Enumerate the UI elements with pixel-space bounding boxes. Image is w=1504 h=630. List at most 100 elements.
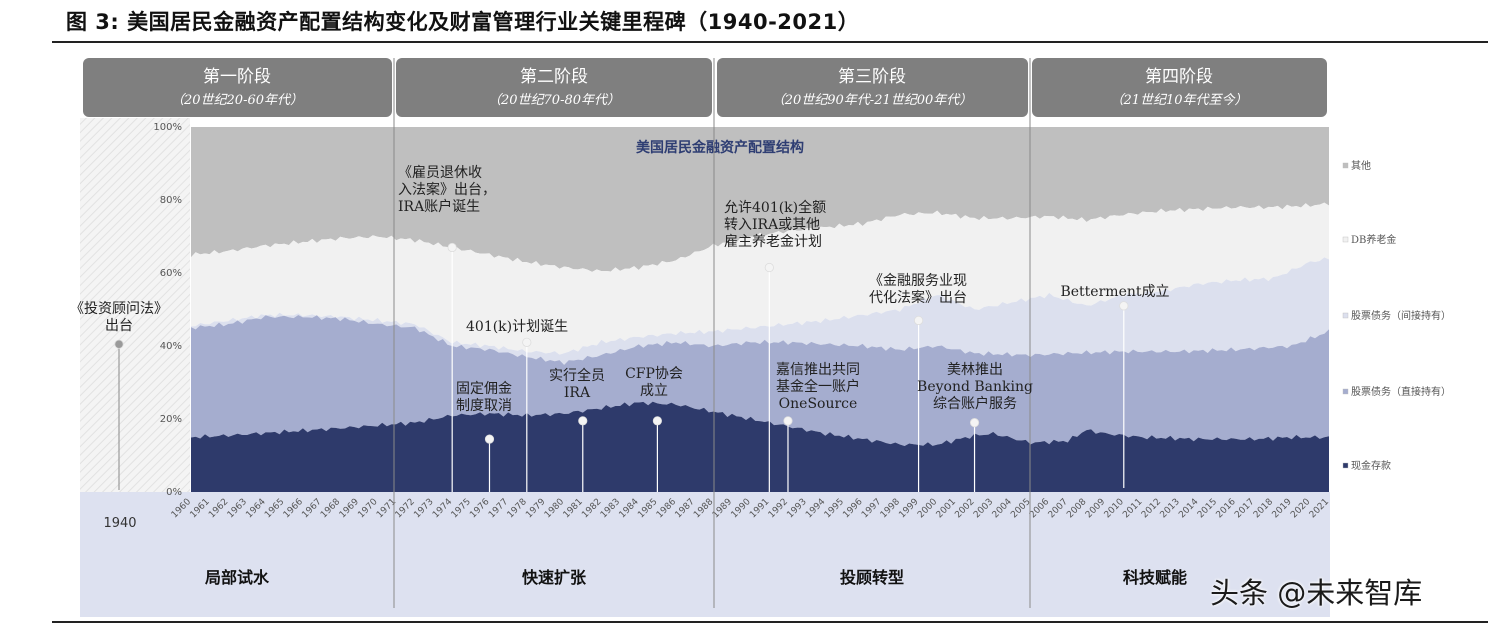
stage-1-title: 第一阶段 (203, 67, 271, 87)
chart-title: 美国居民金融资产配置结构 (636, 139, 804, 156)
annotation-dot (522, 337, 532, 347)
top-rule (52, 41, 1488, 43)
y-tick-label: 80% (160, 195, 182, 206)
legend-label: 其他 (1351, 159, 1371, 172)
annotation-text-line: 允许401(k)全额 (724, 199, 826, 216)
phase-4-label: 科技赋能 (1123, 568, 1187, 587)
y-tick-label: 100% (153, 122, 182, 133)
annotation-text-line: 嘉信推出共同 (776, 362, 860, 378)
legend-item: DB养老金 (1342, 233, 1396, 246)
stage-box-2 (396, 58, 712, 117)
annotation-text-line: 雇主养老金计划 (724, 233, 822, 250)
area-other (191, 127, 1329, 272)
stage-2-title: 第二阶段 (520, 67, 588, 87)
figure-title: 图 3: 美国居民金融资产配置结构变化及财富管理行业关键里程碑（1940-202… (66, 10, 860, 34)
stage-1-subtitle: （20世纪20-60年代） (171, 92, 303, 108)
y-axis: 0% 20% 40% 60% 80% 100% (153, 122, 182, 498)
stage-headers: 第一阶段 （20世纪20-60年代） 第二阶段 （20世纪70-80年代） 第三… (83, 58, 1327, 117)
annotation-dot (484, 434, 495, 444)
phase-3-label: 投顾转型 (840, 568, 904, 587)
annotation-dot (447, 242, 457, 253)
annotation-text-line: OneSource (779, 396, 858, 412)
legend-label: DB养老金 (1351, 233, 1396, 246)
y-tick-label: 0% (166, 487, 182, 498)
legend-item: 股票债务（直接持有） (1342, 385, 1451, 398)
annotation-text-line: Betterment成立 (1060, 284, 1169, 300)
annotation-dot (969, 418, 980, 428)
y-tick-label: 60% (160, 268, 182, 279)
legend-label: 股票债务（直接持有） (1351, 385, 1451, 398)
stage-2-subtitle: （20世纪70-80年代） (488, 92, 620, 108)
annotation-2010: Betterment成立 (1060, 284, 1170, 488)
annotation-text-line: 综合账户服务 (933, 395, 1017, 412)
legend-label: 股票债务（间接持有） (1351, 309, 1451, 322)
year-1940-label: 1940 (103, 516, 136, 531)
annotation-dot (913, 315, 924, 326)
stage-3-title: 第三阶段 (838, 67, 906, 87)
annotation-dot (1119, 301, 1129, 311)
stage-box-1 (83, 58, 392, 117)
annotation-text-line: 固定佣金 (456, 381, 512, 397)
phase-2-label: 快速扩张 (522, 568, 587, 587)
stage-3-subtitle: （20世纪90年代-21世纪00年代） (772, 92, 973, 108)
stage-box-4 (1032, 58, 1327, 117)
annotation-text-line: IRA账户诞生 (398, 198, 480, 215)
legend-swatch (1342, 236, 1349, 243)
y-tick-label: 40% (160, 341, 182, 352)
annotation-text-line: 401(k)计划诞生 (466, 319, 568, 335)
legend-swatch (1342, 388, 1349, 395)
y-tick-label: 20% (160, 414, 182, 425)
legend-swatch (1342, 312, 1349, 319)
annotation-1978: 401(k)计划诞生 (466, 319, 568, 492)
annotation-text-line: 制度取消 (456, 398, 512, 414)
stage-4-subtitle: （21世纪10年代至今） (1110, 92, 1247, 108)
annotation-dot (578, 416, 588, 426)
area-db-pension (191, 202, 1329, 355)
hatched-1940-column (80, 118, 190, 492)
annotation-text-line: Beyond Banking (917, 379, 1033, 395)
annotation-text-line: 代化法案》出台 (869, 289, 967, 306)
annotation-text-line: 出台 (105, 318, 133, 334)
legend-swatch (1342, 162, 1349, 169)
annotation-dot (652, 416, 662, 426)
bottom-rule (52, 621, 1488, 623)
area-indirect-holdings (191, 257, 1329, 365)
annotation-text-line: 《投资顾问法》 (70, 301, 168, 317)
lower-band (80, 492, 1330, 617)
stacked-areas (191, 127, 1329, 492)
annotation-text-line: 美林推出 (947, 362, 1003, 378)
annotation-1940: 《投资顾问法》出台 (70, 301, 168, 490)
annotation-text-line: 入法案》出台， (398, 181, 496, 198)
annotation-dot (114, 339, 124, 349)
annotation-dot (783, 416, 793, 426)
watermark-text: 头条 @未来智库 (1210, 576, 1423, 610)
legend-item: 现金存款 (1342, 459, 1391, 472)
annotation-text-line: IRA (564, 385, 591, 401)
annotation-text-line: 成立 (640, 383, 668, 399)
legend-label: 现金存款 (1351, 459, 1391, 472)
annotation-dot (764, 262, 774, 273)
legend-item: 其他 (1342, 159, 1371, 172)
annotation-text-line: 实行全员 (549, 367, 605, 384)
stage-box-3 (717, 58, 1028, 117)
legend-item: 股票债务（间接持有） (1342, 309, 1451, 322)
stage-4-title: 第四阶段 (1145, 67, 1213, 87)
legend-swatch (1342, 462, 1349, 469)
area-direct-holdings (191, 315, 1329, 446)
stage-separators (393, 58, 1031, 608)
annotation-text-line: 基金全一账户 (776, 378, 860, 395)
area-cash-deposits (191, 401, 1329, 492)
annotation-text-line: 《金融服务业现 (869, 273, 967, 289)
phase-1-label: 局部试水 (205, 568, 270, 587)
annotation-text-line: 转入IRA或其他 (724, 217, 820, 233)
